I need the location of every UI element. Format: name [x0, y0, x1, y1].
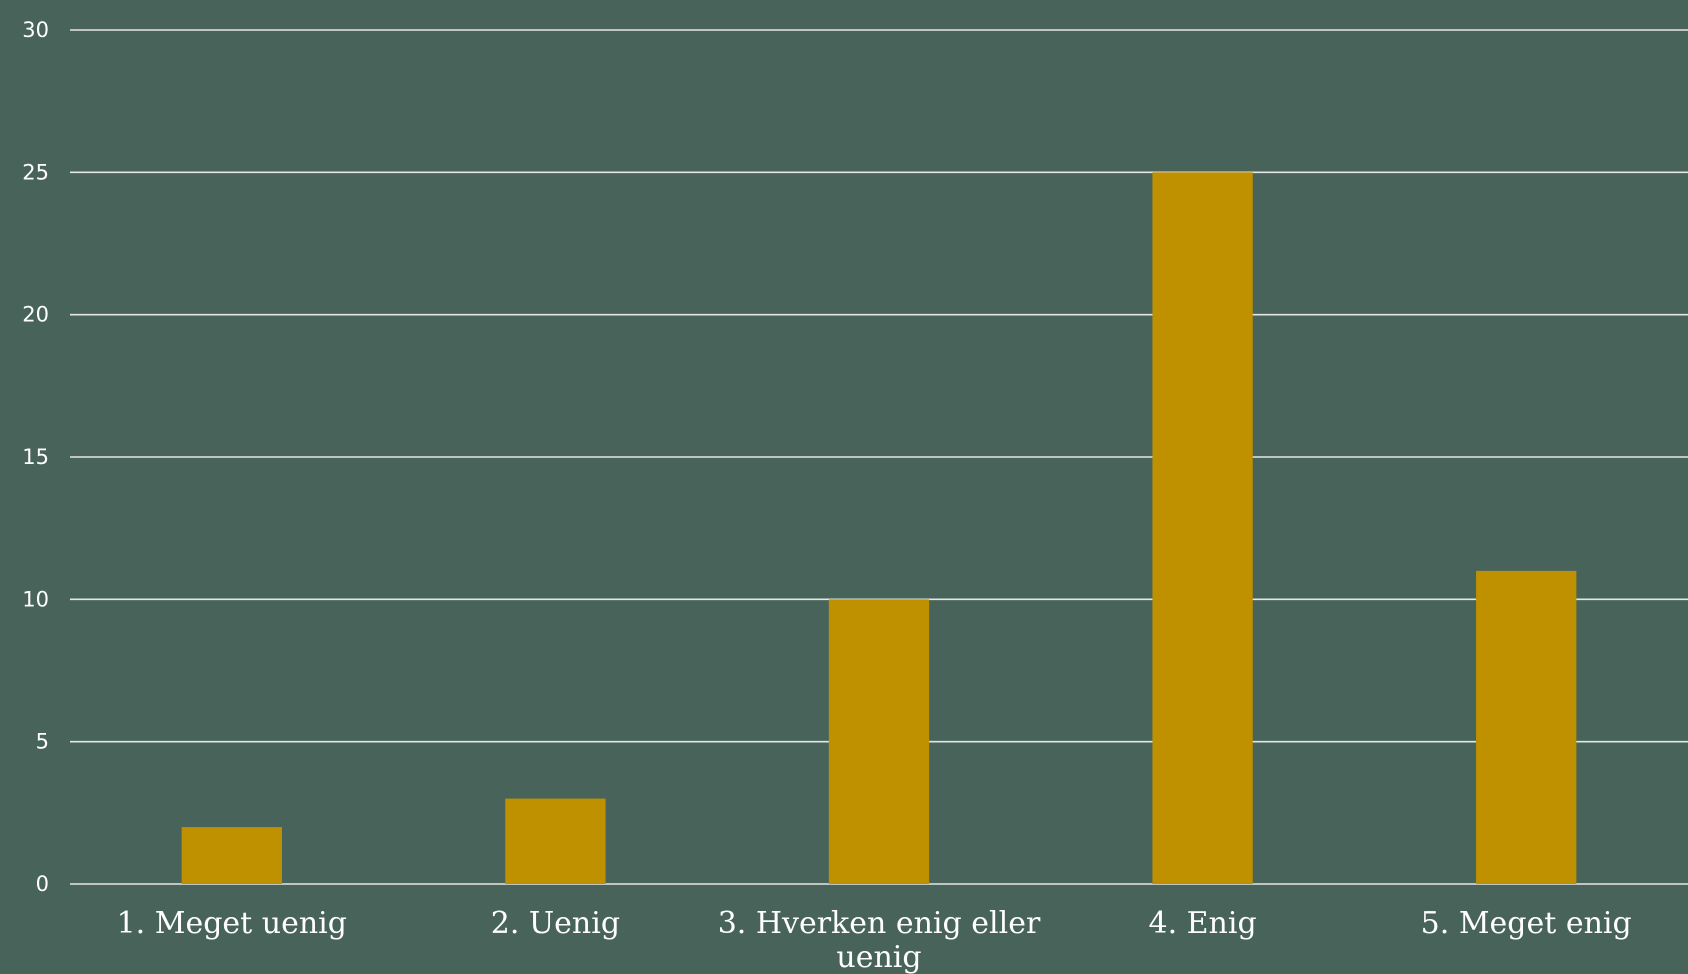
bar-1 — [181, 827, 282, 884]
y-tick-label: 0 — [36, 872, 49, 896]
bar-5 — [1476, 570, 1577, 884]
x-tick-label-line: 5. Meget enig — [1421, 906, 1632, 941]
x-tick-label: 2. Uenig — [491, 906, 620, 941]
bars — [181, 172, 1577, 885]
x-tick-label: 3. Hverken enig eller uenig — [718, 906, 1041, 974]
x-tick-label-line: 4. Enig — [1149, 906, 1257, 941]
x-tick-label: 4. Enig — [1149, 906, 1257, 941]
y-tick-label: 5 — [36, 730, 49, 754]
bar-2 — [505, 798, 606, 884]
x-tick-label: 5. Meget enig — [1421, 906, 1632, 941]
y-tick-label: 15 — [22, 445, 49, 469]
y-tick-label: 20 — [22, 303, 49, 327]
y-axis-tick-labels: 0 5 10 15 20 25 30 — [22, 18, 49, 896]
x-tick-label-line: uenig — [836, 940, 921, 974]
x-tick-label-line: 3. Hverken enig eller — [718, 906, 1041, 941]
y-tick-label: 10 — [22, 587, 49, 611]
bar-3 — [828, 599, 930, 884]
x-tick-label-line: 2. Uenig — [491, 906, 620, 941]
bar-4 — [1152, 172, 1253, 885]
x-tick-label-line: 1. Meget uenig — [117, 906, 347, 941]
x-tick-label: 1. Meget uenig — [117, 906, 347, 941]
x-axis-tick-labels: 1. Meget uenig 2. Uenig 3. Hverken enig el… — [117, 906, 1632, 974]
y-tick-label: 30 — [22, 18, 49, 42]
y-tick-label: 25 — [22, 160, 49, 184]
